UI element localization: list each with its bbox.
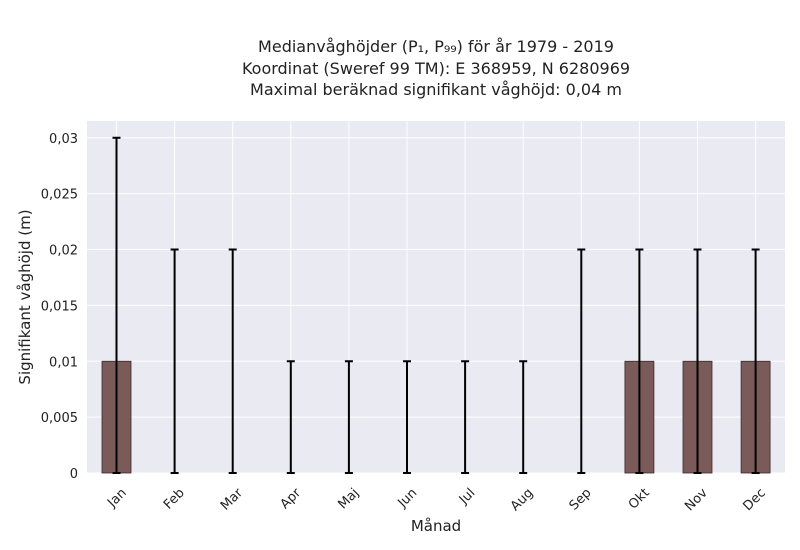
y-tick-label: 0 bbox=[70, 467, 78, 482]
y-tick-label: 0,02 bbox=[49, 244, 78, 259]
x-tick-label-okt: Okt bbox=[626, 486, 653, 513]
x-axis-label: Månad bbox=[411, 517, 461, 535]
x-tick-label-apr: Apr bbox=[278, 485, 305, 512]
x-tick-label-jun: Jun bbox=[395, 486, 421, 512]
x-tick-label-jul: Jul bbox=[456, 486, 478, 508]
y-tick-label: 0,005 bbox=[41, 411, 78, 426]
title-line-1: Medianvåghöjder (P₁, P₉₉) för år 1979 - … bbox=[258, 37, 614, 56]
error-bar-mar bbox=[228, 248, 237, 474]
title-line-2: Koordinat (Sweref 99 TM): E 368959, N 62… bbox=[242, 59, 630, 78]
plot-area bbox=[87, 121, 785, 473]
error-bar-aug bbox=[519, 360, 528, 474]
y-axis-label: Signifikant våghöjd (m) bbox=[16, 209, 34, 384]
error-bar-jan bbox=[112, 136, 121, 474]
error-bar-dec bbox=[751, 248, 760, 474]
y-tick-label: 0,03 bbox=[49, 132, 78, 147]
x-tick-label-dec: Dec bbox=[740, 486, 768, 514]
x-tick-label-sep: Sep bbox=[567, 486, 595, 514]
error-bar-jun bbox=[403, 360, 411, 474]
x-tick-labels: Jan Feb Mar Apr Maj Jun Jul Aug Sep Okt Nov Dec bbox=[104, 485, 769, 514]
x-tick-label-feb: Feb bbox=[161, 486, 188, 513]
chart-title: Medianvåghöjder (P₁, P₉₉) för år 1979 - … bbox=[242, 37, 630, 99]
y-tick-label: 0,015 bbox=[41, 299, 78, 314]
x-tick-label-mar: Mar bbox=[218, 485, 246, 513]
y-tick-label: 0,01 bbox=[49, 355, 78, 370]
error-bar-sep bbox=[577, 248, 586, 474]
x-tick-label-aug: Aug bbox=[508, 486, 537, 515]
title-line-3: Maximal beräknad signifikant våghöjd: 0,… bbox=[250, 80, 622, 99]
error-bar-nov bbox=[693, 248, 702, 474]
error-bars bbox=[112, 136, 760, 474]
error-bar-feb bbox=[170, 248, 179, 474]
x-tick-label-maj: Maj bbox=[335, 486, 362, 513]
error-bar-jul bbox=[461, 360, 470, 474]
error-bar-maj bbox=[344, 360, 353, 474]
y-tick-labels: 0 0,005 0,01 0,015 0,02 0,025 0,03 bbox=[41, 132, 78, 482]
error-bar-okt bbox=[635, 248, 644, 474]
y-tick-label: 0,025 bbox=[41, 188, 78, 203]
x-tick-label-nov: Nov bbox=[682, 485, 711, 514]
error-bar-apr bbox=[286, 360, 295, 474]
x-tick-label-jan: Jan bbox=[104, 486, 129, 511]
